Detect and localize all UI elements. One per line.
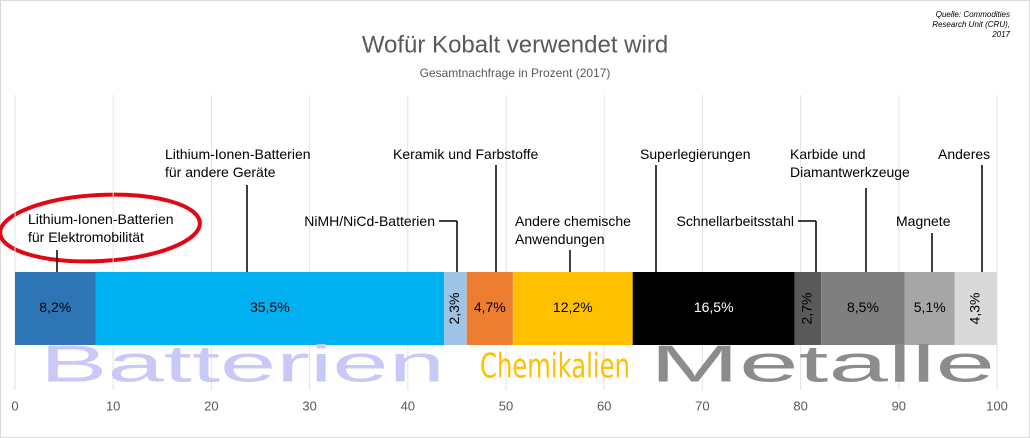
x-tick-label: 50 xyxy=(499,398,513,413)
value-label: 8,2% xyxy=(39,299,71,315)
bar-segment xyxy=(15,272,96,345)
group-label: Metalle xyxy=(650,336,995,394)
series-label: Andere chemische Anwendungen xyxy=(515,213,631,247)
bar-segment xyxy=(794,272,822,345)
x-tick-label: 100 xyxy=(986,398,1008,413)
x-tick-label: 70 xyxy=(695,398,709,413)
series-label: Lithium-Ionen-Batterien für andere Gerät… xyxy=(165,146,311,180)
x-tick-label: 40 xyxy=(401,398,415,413)
bar-segment xyxy=(444,272,467,345)
bar-segment xyxy=(512,272,633,345)
bar-segment xyxy=(466,272,513,345)
value-label: 4,7% xyxy=(474,299,506,315)
group-label: Batterien xyxy=(40,336,445,394)
series-label: NiMH/NiCd-Batterien xyxy=(304,213,435,229)
series-label: Anderes xyxy=(938,146,991,162)
value-label: 5,1% xyxy=(914,299,946,315)
source-note: Quelle: Commodities Research Unit (CRU),… xyxy=(932,10,1010,39)
value-label: 16,5% xyxy=(694,299,734,315)
x-tick-label: 0 xyxy=(11,398,18,413)
value-label: 2,7% xyxy=(799,293,815,325)
x-tick-label: 20 xyxy=(204,398,218,413)
bar-segment xyxy=(954,272,997,345)
value-label: 8,5% xyxy=(847,299,879,315)
highlight-ellipse xyxy=(0,192,202,264)
group-label: Chemikalien xyxy=(480,347,630,387)
series-label: Magnete xyxy=(896,213,951,229)
x-tick-label: 80 xyxy=(793,398,807,413)
x-tick-label: 10 xyxy=(106,398,120,413)
series-label: Karbide und Diamantwerkzeuge xyxy=(790,146,910,180)
bar-segment xyxy=(632,272,795,345)
series-label: Keramik und Farbstoffe xyxy=(393,146,539,162)
value-label: 4,3% xyxy=(967,293,983,325)
x-tick-label: 90 xyxy=(892,398,906,413)
bar-segment xyxy=(821,272,905,345)
value-label: 35,5% xyxy=(250,299,290,315)
series-label: Superlegierungen xyxy=(640,146,751,162)
value-label: 2,3% xyxy=(446,293,462,325)
series-label: Lithium-Ionen-Batterien für Elektromobil… xyxy=(28,211,174,245)
chart-title: Wofür Kobalt verwendet wird xyxy=(362,31,668,58)
chart-subtitle: Gesamtnachfrage in Prozent (2017) xyxy=(420,66,611,80)
series-label: Schnellarbeitsstahl xyxy=(676,213,794,229)
x-tick-label: 30 xyxy=(302,398,316,413)
bar-segment xyxy=(904,272,955,345)
value-label: 12,2% xyxy=(553,299,593,315)
bar-segment xyxy=(95,272,445,345)
x-tick-label: 60 xyxy=(597,398,611,413)
